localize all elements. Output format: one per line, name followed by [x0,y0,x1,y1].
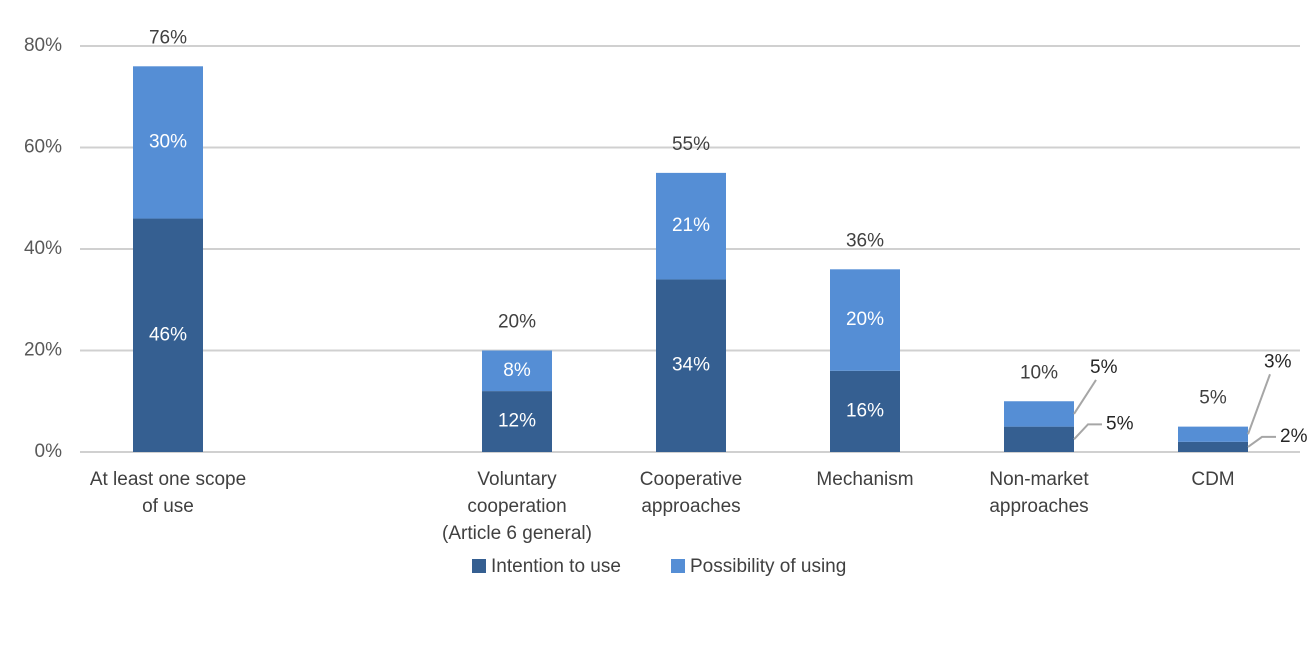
leader-line [1073,423,1102,440]
leader-line [1247,373,1271,435]
bar-total-label: 20% [498,312,536,333]
legend-label: Possibility of using [690,556,846,577]
bar-segment-possibility [482,350,552,392]
bar-total-label: 36% [846,230,884,251]
x-category-label: approaches [989,496,1088,517]
bar-value-label: 5% [1090,357,1118,378]
bar-total-label: 10% [1020,362,1058,383]
bar-value-label: 3% [1264,351,1292,372]
y-tick-label: 20% [24,340,62,361]
bar-value-label: 30% [149,131,187,152]
bar-value-label: 8% [503,360,531,381]
y-tick-label: 80% [24,35,62,56]
bar-total-label: 5% [1199,388,1227,409]
bar-value-label: 34% [672,355,710,376]
x-category-label: Voluntary [477,469,557,490]
x-category-label: Mechanism [816,469,913,490]
bar-segment-intention [1178,441,1248,452]
y-tick-label: 0% [35,441,63,462]
y-tick-label: 60% [24,137,62,158]
bar-segment-intention [656,279,726,452]
x-category-label: (Article 6 general) [442,523,592,544]
bar-segment-possibility [830,269,900,371]
bar-segment-possibility [1178,426,1248,442]
bar-value-label: 12% [498,411,536,432]
bar-value-label: 5% [1106,413,1134,434]
bar-value-label: 20% [846,309,884,330]
bar-value-label: 21% [672,215,710,236]
leader-line [1073,379,1097,415]
bar-segment-possibility [133,66,203,219]
bar-total-label: 76% [149,27,187,48]
x-category-label: approaches [641,496,740,517]
x-category-label: At least one scope [90,469,246,490]
bar-value-label: 2% [1280,426,1308,447]
x-category-label: cooperation [467,496,566,517]
bar-segment-possibility [656,172,726,280]
x-category-label: Non-market [989,469,1089,490]
bar-segment-intention [1004,426,1074,452]
legend-label: Intention to use [491,556,621,577]
bar-value-label: 46% [149,324,187,345]
bar-segment-intention [133,218,203,452]
bar-segment-intention [830,370,900,452]
legend-swatch [671,559,685,573]
leader-line [1247,435,1276,448]
x-category-label: CDM [1191,469,1234,490]
bar-total-label: 55% [672,134,710,155]
y-tick-label: 40% [24,238,62,259]
bar-segment-possibility [1004,401,1074,427]
x-category-label: of use [142,496,194,517]
bar-value-label: 16% [846,400,884,421]
x-category-label: Cooperative [640,469,742,490]
bar-segment-intention [482,391,552,452]
legend-swatch [472,559,486,573]
